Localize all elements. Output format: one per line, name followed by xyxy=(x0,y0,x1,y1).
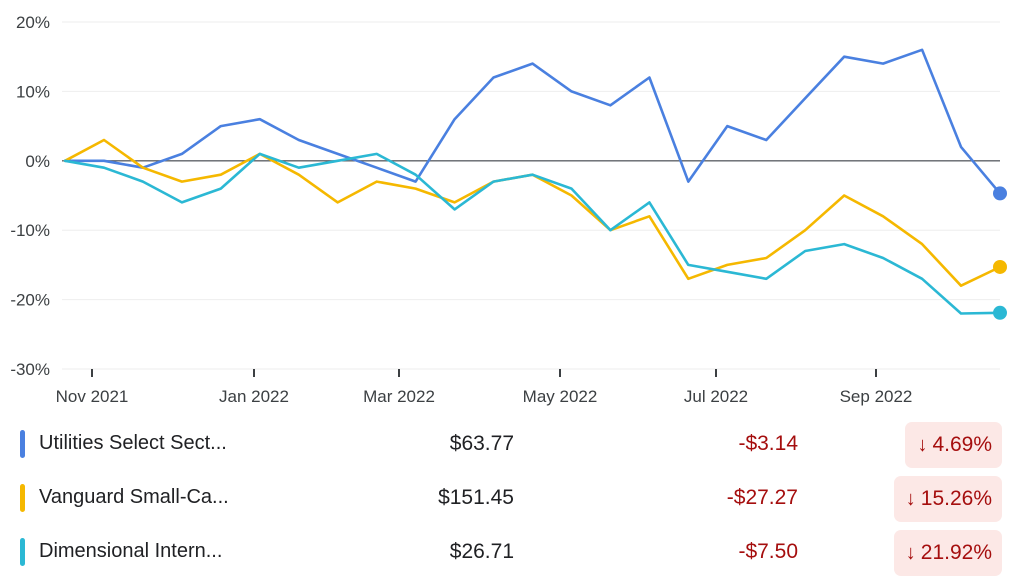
x-tick-label: Sep 2022 xyxy=(840,387,913,406)
fund-price: $151.45 xyxy=(438,486,514,509)
series-line xyxy=(63,138,1002,288)
series-end-point xyxy=(993,305,1007,320)
series-swatch xyxy=(20,484,25,512)
fund-name: Utilities Select Sect... xyxy=(39,432,227,454)
x-tick-label: May 2022 xyxy=(523,387,598,406)
series-swatch xyxy=(20,430,25,458)
percent-badge: ↓ 4.69% xyxy=(905,422,1002,468)
percent-value: 4.69% xyxy=(932,433,992,456)
fund-change: -$7.50 xyxy=(738,540,798,563)
fund-name: Vanguard Small-Ca... xyxy=(39,486,229,508)
percent-badge: ↓ 15.26% xyxy=(893,476,1002,522)
series-end-point xyxy=(993,186,1007,201)
fund-price: $63.77 xyxy=(449,432,514,455)
performance-chart: 20% 10% 0% -10% -20% -30% Nov 2021 Jan 2022 Mar … xyxy=(10,13,1007,406)
legend-row-utilities[interactable]: Utilities Select Sect... $63.77 -$3.14 ↓… xyxy=(0,418,1024,468)
percent-value: 15.26% xyxy=(920,487,992,510)
arrow-down-icon: ↓ xyxy=(905,487,916,510)
percent-badge: ↓ 21.92% xyxy=(893,530,1002,576)
y-tick-label: 20% xyxy=(16,13,50,32)
y-tick-label: 10% xyxy=(16,82,50,101)
legend-row-dimensional[interactable]: Dimensional Intern... $26.71 -$7.50 ↓ 21… xyxy=(0,526,1024,576)
y-tick-label: -20% xyxy=(10,291,50,310)
x-tick-label: Jan 2022 xyxy=(219,387,289,406)
arrow-down-icon: ↓ xyxy=(905,541,916,564)
y-tick-label: -30% xyxy=(10,360,50,379)
x-tick-label: Mar 2022 xyxy=(363,387,435,406)
series-swatch xyxy=(20,538,25,566)
series-line xyxy=(63,48,1002,195)
fund-price: $26.71 xyxy=(449,540,514,563)
arrow-down-icon: ↓ xyxy=(917,433,928,456)
series-line xyxy=(63,152,1002,315)
fund-change: -$27.27 xyxy=(726,486,798,509)
percent-value: 21.92% xyxy=(920,541,992,564)
legend-row-vanguard[interactable]: Vanguard Small-Ca... $151.45 -$27.27 ↓ 1… xyxy=(0,472,1024,522)
fund-change: -$3.14 xyxy=(738,432,798,455)
x-tick-label: Jul 2022 xyxy=(684,387,748,406)
fund-name: Dimensional Intern... xyxy=(39,540,223,562)
x-tick-label: Nov 2021 xyxy=(56,387,129,406)
y-tick-label: 0% xyxy=(25,152,50,171)
series-end-point xyxy=(993,259,1007,274)
y-tick-label: -10% xyxy=(10,221,50,240)
